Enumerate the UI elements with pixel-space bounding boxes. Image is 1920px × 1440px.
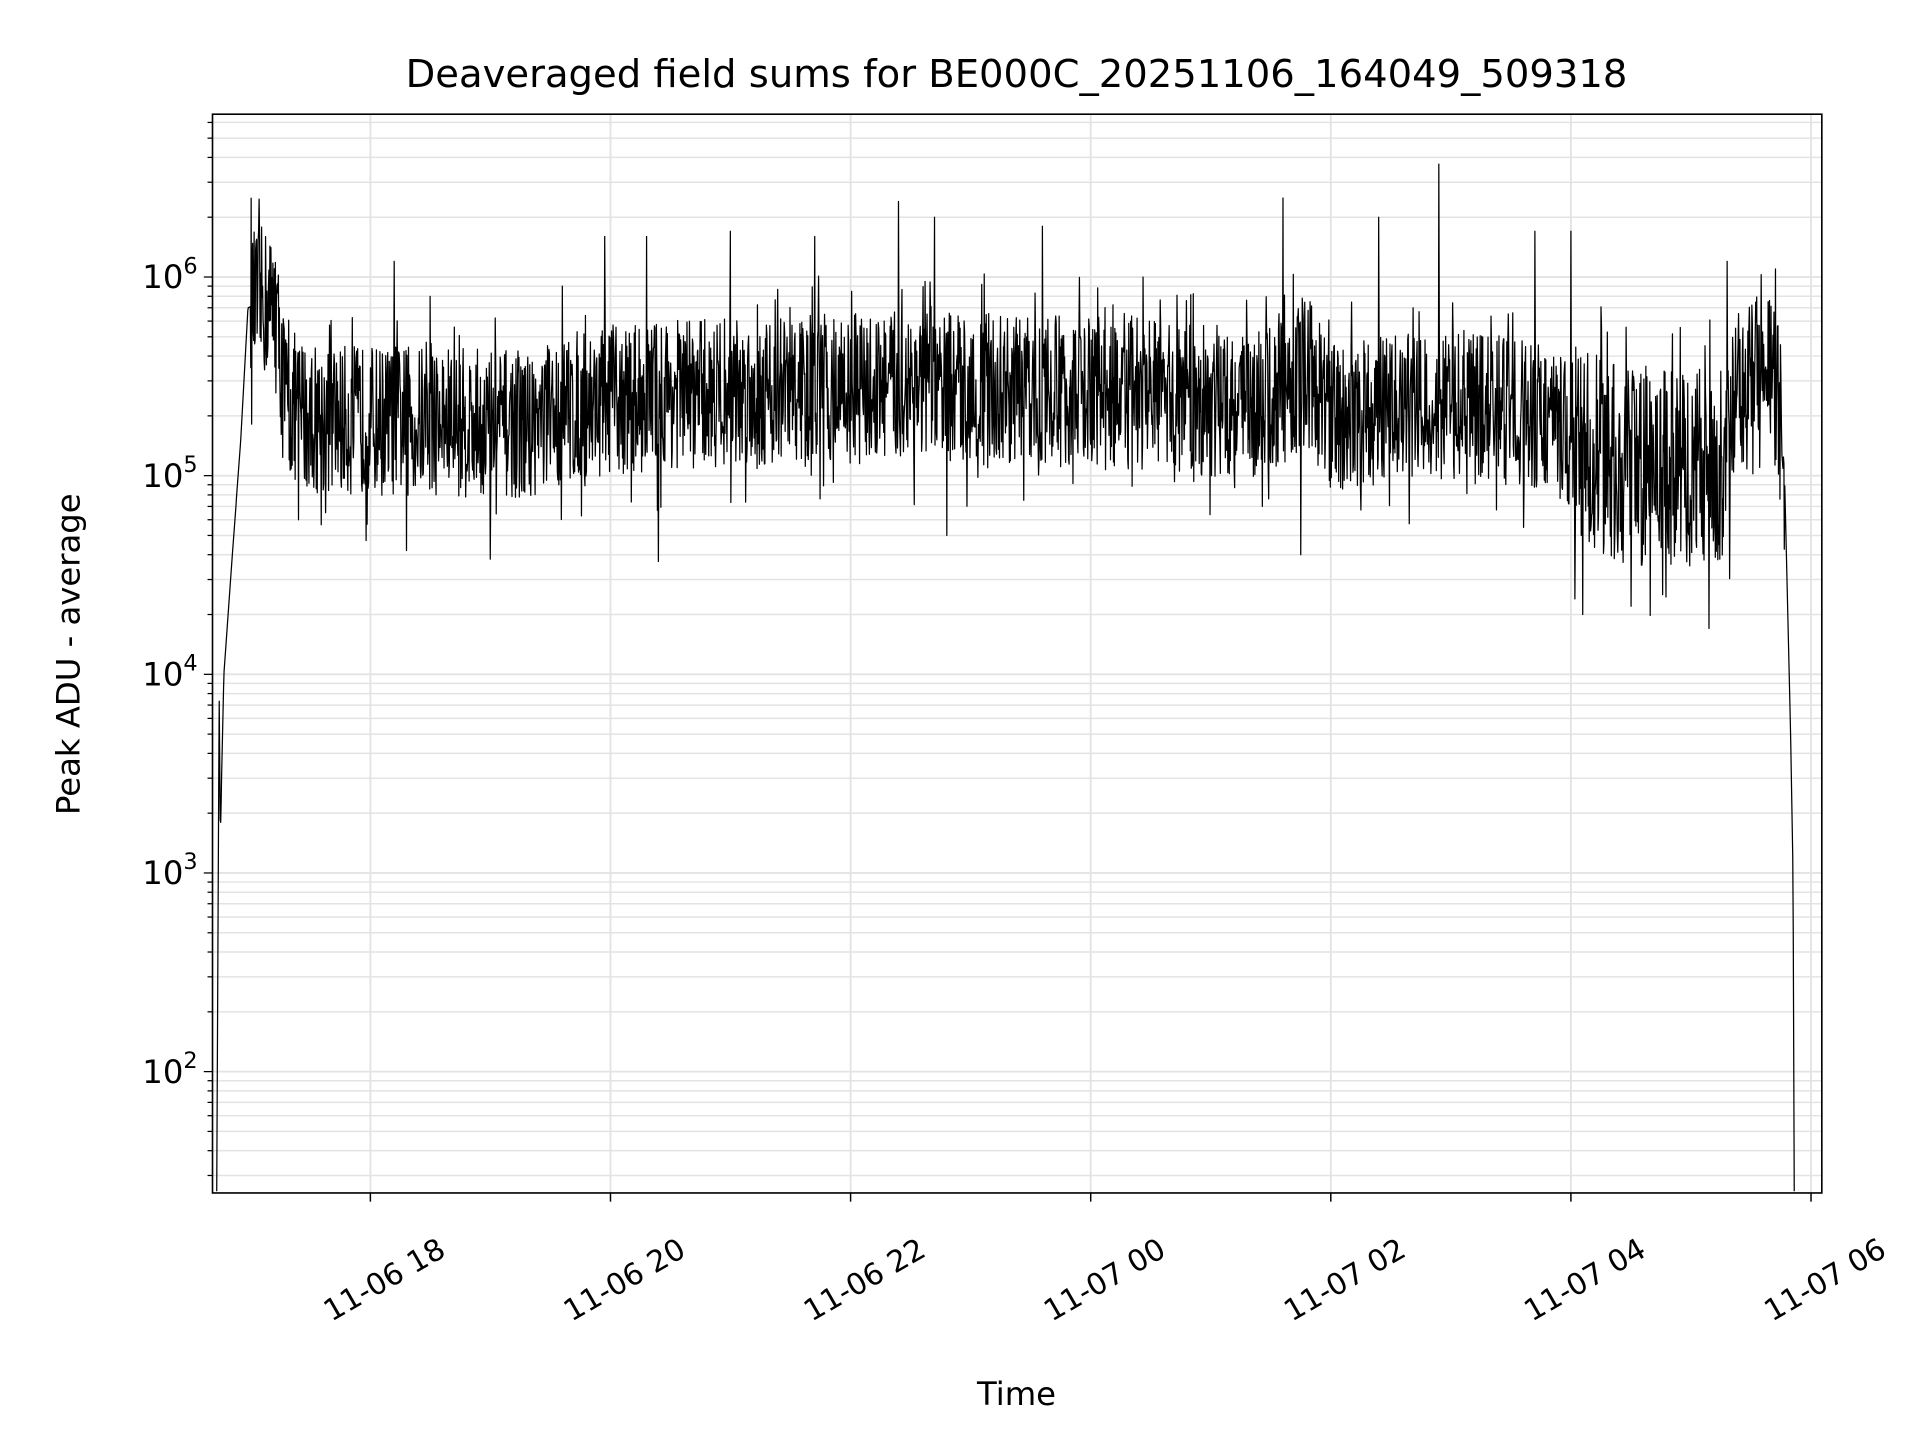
y-tick-label: 104	[142, 651, 197, 694]
y-tick-label: 102	[142, 1048, 197, 1091]
y-tick-label: 106	[142, 253, 197, 296]
x-axis-label: Time	[976, 1375, 1056, 1413]
chart-title: Deaveraged field sums for BE000C_2025110…	[406, 52, 1628, 97]
y-tick-label: 105	[142, 452, 197, 495]
y-axis-label: Peak ADU - average	[50, 493, 88, 815]
axes-frame	[211, 113, 1823, 1194]
series-line	[216, 163, 1795, 1192]
y-tick-label: 103	[142, 849, 197, 892]
series	[216, 163, 1795, 1192]
grid	[212, 114, 1822, 1193]
